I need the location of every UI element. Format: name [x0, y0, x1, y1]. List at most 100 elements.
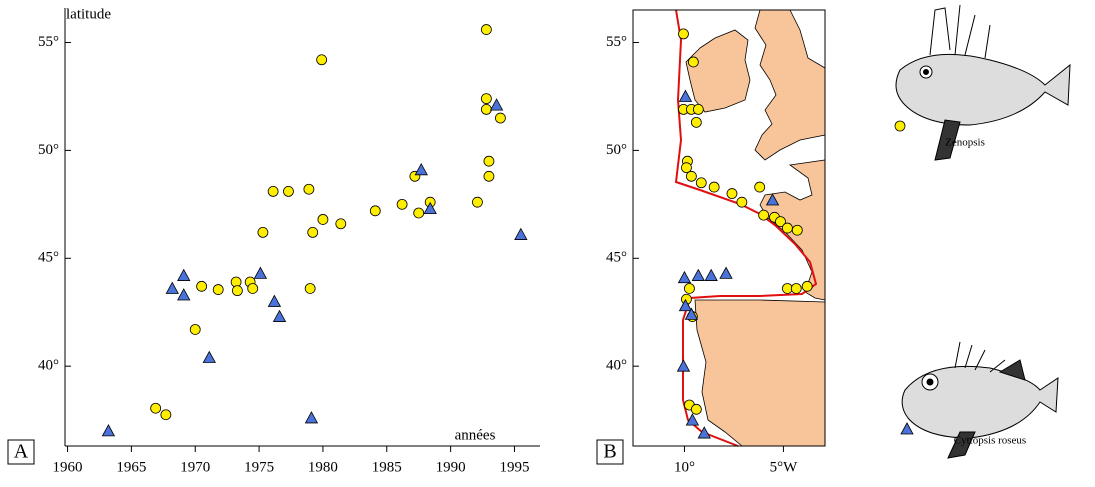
y-tick-label: 40° — [38, 358, 59, 374]
triangle-point — [514, 227, 528, 240]
circle-point — [684, 283, 695, 294]
triangle-point — [678, 298, 693, 312]
circle-point — [316, 54, 328, 66]
triangle-point — [272, 309, 287, 322]
triangle-point — [691, 268, 705, 281]
circle-point — [303, 183, 315, 195]
circle-point — [257, 226, 269, 238]
circle-point — [690, 403, 702, 415]
triangle-point — [253, 266, 268, 279]
triangle-point — [489, 98, 504, 111]
y-tick-label: 40° — [606, 358, 627, 374]
x-tick-label: 5°W — [770, 459, 798, 475]
panel-label-box — [596, 439, 624, 465]
circle-point — [267, 185, 279, 197]
x-tick-label: 1975 — [244, 459, 274, 475]
y-tick-label: 45° — [606, 250, 627, 266]
circle-point — [736, 196, 748, 208]
circle-point — [801, 280, 813, 292]
circle-point — [687, 56, 699, 68]
circle-point — [483, 170, 495, 182]
circle-point — [483, 155, 495, 167]
triangle-point — [267, 294, 282, 307]
circle-point — [472, 196, 483, 208]
panel-label: A — [14, 441, 29, 463]
circle-point — [189, 324, 201, 335]
panel-label-box — [7, 439, 35, 465]
circle-point — [781, 222, 793, 234]
triangle-point — [697, 426, 711, 439]
legend-marker — [900, 422, 914, 435]
triangle-point — [414, 162, 428, 176]
circle-point — [396, 198, 408, 210]
circle-point — [495, 112, 506, 124]
circle-point — [335, 218, 347, 230]
triangle-point — [676, 359, 691, 372]
triangle-point — [678, 89, 693, 102]
circle-point — [791, 224, 803, 236]
triangle-point — [765, 193, 780, 206]
x-tick-label: 1990 — [436, 459, 466, 475]
circle-point — [695, 177, 707, 189]
shelf-edge — [674, 9, 818, 447]
circle-point — [726, 188, 738, 199]
triangle-point — [101, 424, 116, 437]
ireland — [685, 29, 751, 113]
y-tick-label: 45° — [38, 250, 59, 266]
triangle-point — [177, 268, 191, 281]
y-tick-label: 50° — [38, 142, 59, 158]
x-tick-label: 1995 — [499, 459, 529, 475]
circle-point — [413, 207, 425, 219]
x-tick-label: 1960 — [53, 459, 83, 475]
iberia — [694, 299, 826, 447]
map-frame — [632, 9, 826, 447]
triangle-point — [177, 288, 191, 301]
triangle-point — [719, 266, 733, 279]
circle-point — [231, 285, 243, 297]
circle-point — [681, 162, 692, 174]
circle-point — [685, 170, 697, 182]
britain — [754, 9, 826, 161]
triangle-point — [165, 281, 179, 294]
circle-point — [480, 104, 492, 115]
y-tick-label: 50° — [606, 142, 627, 158]
y-axis-label: latitude — [66, 6, 111, 22]
circle-point — [196, 280, 208, 292]
circle-point — [247, 283, 259, 294]
fish-cyttopsis — [901, 341, 1059, 459]
triangle-point — [684, 307, 699, 320]
fish-zenopsis — [895, 4, 1071, 161]
circle-point — [307, 226, 319, 238]
map-land — [685, 9, 826, 447]
legend-marker — [894, 120, 906, 132]
circle-point — [480, 93, 492, 105]
y-tick-label: 55° — [606, 34, 627, 50]
circle-point — [212, 284, 224, 295]
panel-label: B — [603, 441, 616, 463]
circle-point — [160, 409, 172, 421]
circle-point — [781, 283, 793, 294]
circle-point — [775, 216, 786, 228]
x-axis-label: années — [455, 427, 496, 443]
circle-point — [692, 104, 704, 115]
legend-label: Zenopsis — [945, 137, 985, 149]
x-tick-label: 10° — [674, 459, 695, 475]
triangle-point — [423, 201, 437, 215]
triangle-point — [202, 350, 216, 363]
circle-point — [304, 283, 316, 294]
circle-point — [690, 116, 702, 128]
x-tick-label: 1980 — [308, 459, 338, 475]
circle-point — [150, 402, 162, 414]
triangle-point — [704, 268, 718, 281]
triangle-point — [304, 411, 319, 424]
circle-point — [369, 205, 381, 217]
x-tick-label: 1965 — [116, 459, 146, 475]
circle-point — [754, 181, 766, 193]
triangle-point — [677, 270, 692, 284]
circle-point — [678, 28, 689, 40]
x-tick-label: 1970 — [180, 459, 210, 475]
y-tick-label: 55° — [38, 34, 59, 50]
triangle-point — [685, 413, 700, 426]
circle-point — [708, 181, 720, 193]
